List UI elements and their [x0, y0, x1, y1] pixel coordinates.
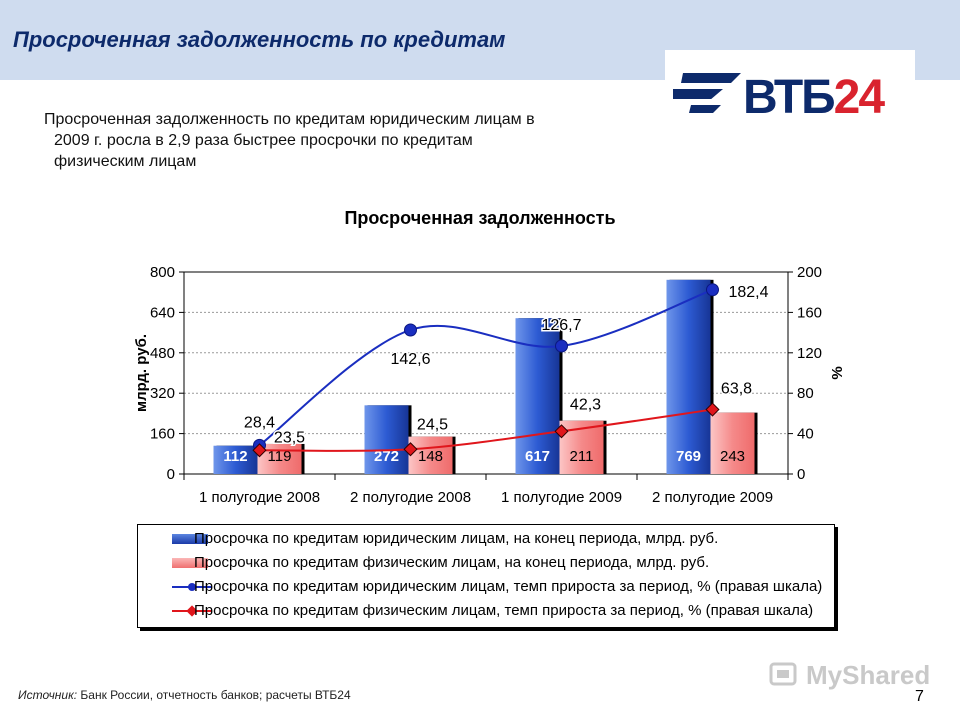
line-label-corp: 28,4 — [244, 414, 275, 431]
legend-item-retail-bar: Просрочка по кредитам физическим лицам, … — [138, 552, 828, 574]
legend-item-retail-line: Просрочка по кредитам физическим лицам, … — [138, 600, 828, 622]
line-retail-growth — [259, 408, 713, 452]
y-tick-label: 0 — [167, 466, 175, 483]
legend-label-corp-line: Просрочка по кредитам юридическим лицам,… — [194, 578, 823, 595]
point-corp-growth — [404, 323, 417, 337]
bar-label-corp: 617 — [525, 448, 550, 465]
y2-tick-label: 160 — [797, 304, 822, 321]
bar-retail — [710, 412, 755, 474]
subtitle-line-3: физическим лицам — [54, 153, 197, 170]
logo-vtb: ВТБ — [743, 71, 836, 124]
point-retail-growth — [705, 402, 720, 417]
legend-label-retail-line: Просрочка по кредитам физическим лицам, … — [194, 602, 814, 619]
x-tick-label: 1 полугодие 2009 — [501, 489, 622, 506]
legend-item-corp-bar: Просрочка по кредитам юридическим лицам,… — [138, 528, 828, 550]
point-corp-growth — [555, 339, 568, 353]
bar-corp — [213, 445, 258, 474]
y2-tick-label: 0 — [797, 466, 805, 483]
x-tick-label: 2 полугодие 2009 — [652, 489, 773, 506]
bar-label-retail: 243 — [720, 448, 745, 465]
logo-24: 24 — [833, 71, 885, 124]
myshared-watermark: MyShared — [768, 658, 931, 692]
line-label-corp: 142,6 — [390, 351, 430, 368]
vtb-logo-icon — [673, 73, 741, 113]
y2-tick-label: 80 — [797, 385, 814, 402]
y-tick-label: 800 — [150, 264, 175, 281]
point-retail-growth — [252, 443, 267, 458]
y2-tick-label: 120 — [797, 345, 822, 362]
x-tick-label: 2 полугодие 2008 — [350, 489, 471, 506]
line-label-retail: 24,5 — [417, 416, 448, 433]
y-tick-label: 160 — [150, 426, 175, 443]
legend-swatch-blue-line — [172, 583, 212, 591]
line-corp-growth — [258, 288, 713, 447]
legend-item-corp-line: Просрочка по кредитам юридическим лицам,… — [138, 576, 828, 598]
y-tick-label: 640 — [150, 304, 175, 321]
y2-tick-label: 40 — [797, 426, 814, 443]
line-label-corp: 182,4 — [728, 284, 768, 301]
line-label-retail: 63,8 — [721, 381, 752, 398]
legend-swatch-red-line — [172, 605, 212, 617]
source-label: Источник: — [18, 688, 78, 702]
vtb24-logo: ВТБ24 — [665, 50, 915, 130]
bar-label-corp: 272 — [374, 448, 399, 465]
source-note: Источник: Банк России, отчетность банков… — [18, 688, 351, 702]
subtitle: Просроченная задолженность по кредитам ю… — [44, 109, 644, 172]
source-text: Банк России, отчетность банков; расчеты … — [77, 688, 351, 702]
watermark-icon — [769, 662, 797, 686]
page-title: Просроченная задолженность по кредитам — [13, 27, 506, 52]
bar-corp — [666, 279, 711, 474]
legend-swatch-red-bar — [172, 558, 208, 568]
y-axis-label: млрд. руб. — [133, 334, 150, 412]
bar-corp — [364, 405, 409, 474]
bar-label-retail: 148 — [418, 448, 443, 465]
subtitle-line-2: 2009 г. росла в 2,9 раза быстрее просроч… — [54, 132, 473, 149]
bar-label-retail: 119 — [268, 448, 292, 465]
bar-label-retail: 211 — [570, 448, 594, 465]
page-number: 7 — [915, 688, 924, 705]
y-tick-label: 480 — [150, 345, 175, 362]
point-corp-growth — [706, 283, 719, 297]
subtitle-line-1: Просроченная задолженность по кредитам ю… — [44, 111, 535, 128]
bar-label-corp: 112 — [223, 448, 247, 465]
x-tick-label: 1 полугодие 2008 — [199, 489, 320, 506]
watermark-text: MyShared — [806, 660, 931, 690]
y2-tick-label: 200 — [797, 264, 822, 281]
chart-title: Просроченная задолженность — [344, 208, 616, 228]
legend-label-corp-bar: Просрочка по кредитам юридическим лицам,… — [194, 530, 719, 547]
point-retail-growth — [554, 424, 569, 439]
point-retail-growth — [403, 442, 418, 457]
line-label-corp: 126,7 — [541, 317, 581, 334]
y-tick-label: 320 — [150, 385, 175, 402]
line-label-retail: 42,3 — [570, 396, 601, 413]
logo-text: ВТБ24 — [743, 70, 885, 126]
line-label-retail: 23,5 — [274, 429, 305, 446]
bar-label-corp: 769 — [676, 448, 701, 465]
bar-retail — [408, 436, 453, 474]
legend: Просрочка по кредитам юридическим лицам,… — [137, 524, 835, 628]
legend-swatch-blue-bar — [172, 534, 208, 544]
y2-axis-label: % — [829, 366, 846, 379]
legend-label-retail-bar: Просрочка по кредитам физическим лицам, … — [194, 554, 710, 571]
